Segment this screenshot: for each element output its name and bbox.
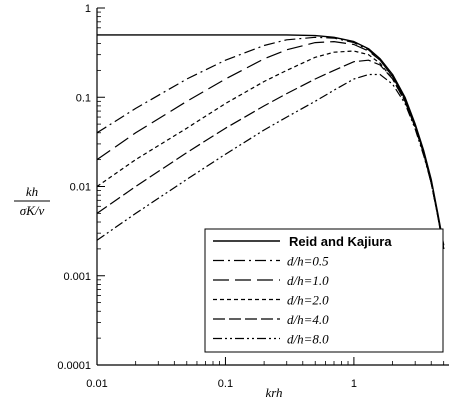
legend-label-1: Reid and Kajiura bbox=[289, 234, 392, 249]
x-axis-label: krh bbox=[265, 385, 282, 400]
y-tick-label: 1 bbox=[85, 3, 91, 15]
legend-label-4: d/h=2.0 bbox=[287, 293, 329, 308]
legend-label-2: d/h=0.5 bbox=[287, 254, 329, 269]
y-axis-label-numerator: kh bbox=[26, 184, 38, 199]
y-tick-label: 0.0001 bbox=[57, 360, 91, 372]
legend-label-3: d/h=1.0 bbox=[287, 273, 329, 288]
legend-label-5: d/h=4.0 bbox=[287, 312, 329, 327]
y-tick-label: 0.001 bbox=[63, 271, 91, 283]
x-tick-label: 0.1 bbox=[218, 378, 233, 390]
plot-curves bbox=[96, 34, 445, 250]
plot-axes: 0.0001 0.001 0.01 0.1 1 0.01 0.1 1 bbox=[57, 3, 449, 390]
series-line-5 bbox=[96, 59, 445, 250]
legend-label-6: d/h=8.0 bbox=[287, 332, 329, 347]
series-line-4 bbox=[96, 50, 445, 250]
legend-box bbox=[204, 228, 444, 353]
y-axis-label: kh σK/ν bbox=[14, 184, 50, 218]
legend: Reid and Kajiura d/h=0.5 d/h=1.0 d/h=2.0 d/h… bbox=[204, 228, 444, 353]
y-axis-label-denominator: σK/ν bbox=[20, 203, 45, 218]
series-line-1 bbox=[97, 34, 445, 246]
series-line-6 bbox=[96, 73, 445, 250]
y-tick-label: 0.01 bbox=[70, 182, 91, 194]
x-tick-label: 0.01 bbox=[86, 378, 107, 390]
series-line-2 bbox=[96, 36, 445, 250]
y-tick-label: 0.1 bbox=[76, 92, 91, 104]
x-tick-label: 1 bbox=[351, 378, 357, 390]
